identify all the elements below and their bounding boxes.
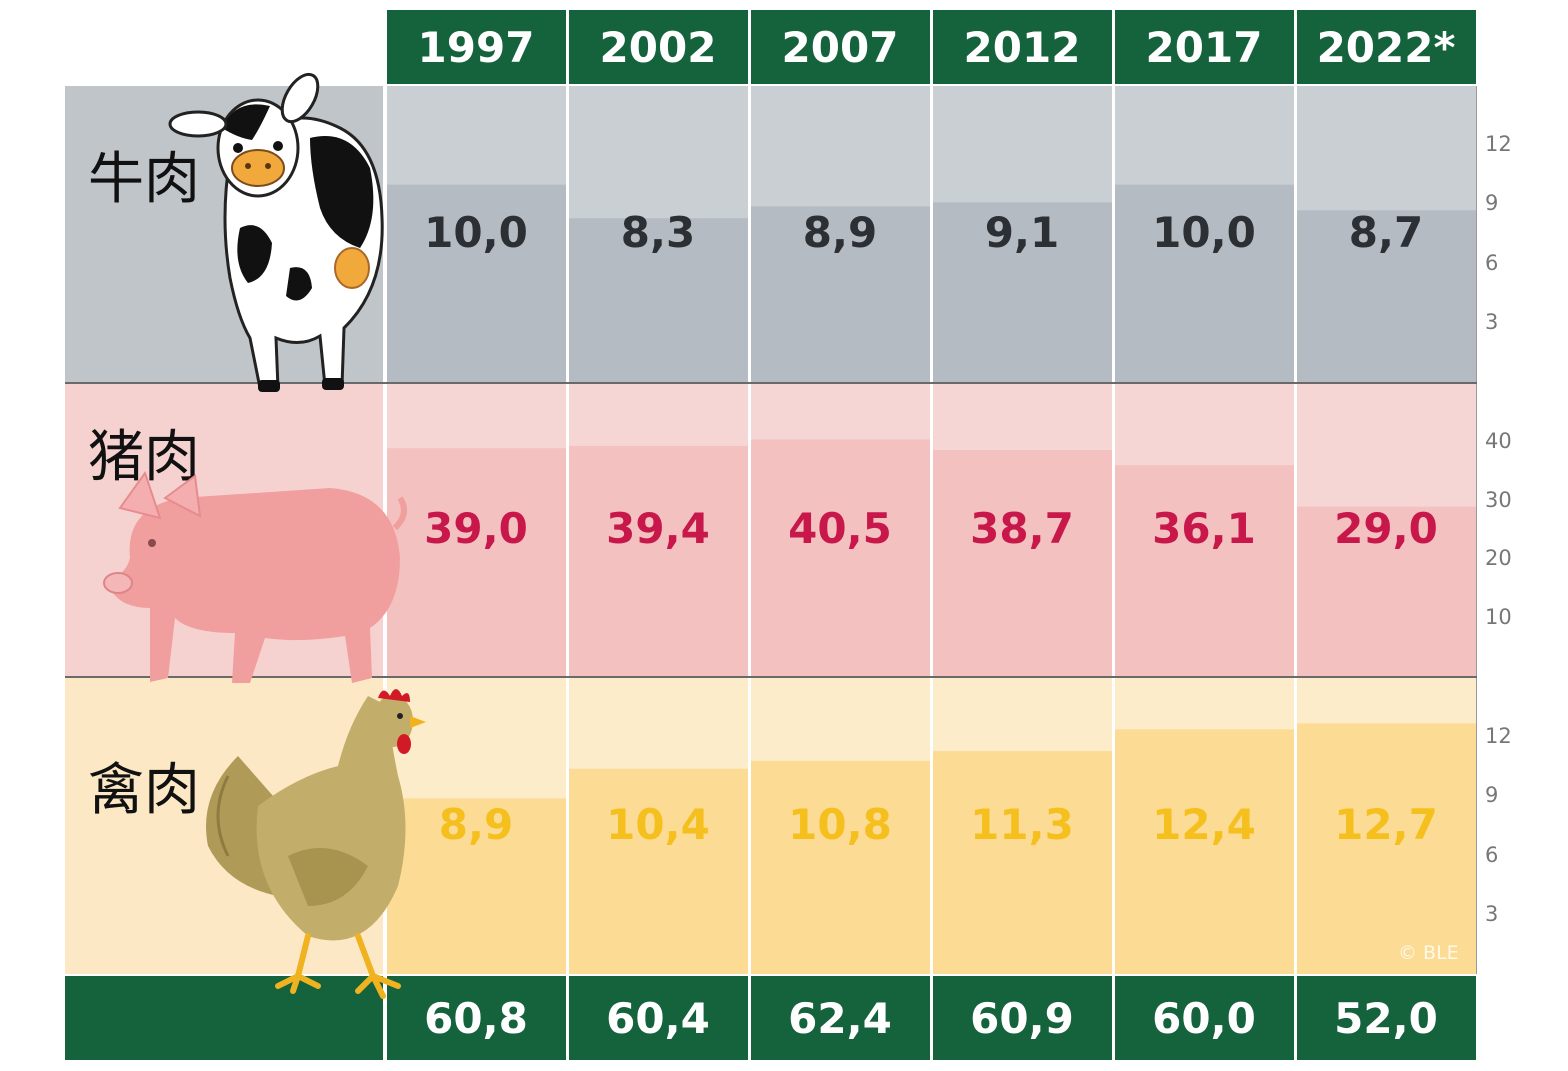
column-header: 2007 (750, 10, 930, 84)
tick-label: 9 (1485, 783, 1499, 808)
bar (1114, 465, 1294, 676)
data-label: 29,0 (1334, 504, 1438, 553)
data-label: 12,4 (1152, 800, 1256, 849)
data-label: 38,7 (970, 504, 1074, 553)
bar (750, 206, 930, 382)
column-divider (566, 10, 569, 1060)
tick-label: 3 (1485, 309, 1499, 334)
credit-text: © BLE (1398, 942, 1459, 964)
cow-icon (168, 72, 384, 392)
bar (386, 448, 566, 676)
bar (1296, 210, 1476, 382)
tick-label: 3 (1485, 901, 1499, 926)
bar (386, 798, 566, 974)
bar (750, 439, 930, 676)
bar (1114, 184, 1294, 382)
total-cell: 60,9 (932, 976, 1112, 1060)
data-label: 36,1 (1152, 504, 1256, 553)
column-header: 2017 (1114, 10, 1294, 84)
bar (932, 751, 1112, 974)
data-label: 40,5 (788, 504, 892, 553)
tick-label: 9 (1485, 191, 1499, 216)
data-label: 8,3 (620, 208, 696, 257)
row-label-poultry: 禽肉 (88, 758, 200, 823)
tick-label: 10 (1485, 604, 1512, 629)
data-label: 39,4 (606, 504, 710, 553)
bar (750, 760, 930, 974)
data-label: 39,0 (424, 504, 528, 553)
column-divider (1294, 10, 1297, 1060)
bar (1296, 506, 1476, 676)
tick-label: 12 (1485, 132, 1512, 157)
data-label: 8,9 (802, 208, 878, 257)
data-label: 8,7 (1348, 208, 1424, 257)
column-header: 2022* (1296, 10, 1476, 84)
data-label: 10,4 (606, 800, 710, 849)
tick-label: 30 (1485, 487, 1512, 512)
chicken-icon (206, 689, 426, 999)
tick-label: 20 (1485, 546, 1512, 571)
total-cell: 62,4 (750, 976, 930, 1060)
column-divider (930, 10, 933, 1060)
data-label: 8,9 (438, 800, 514, 849)
tick-label: 6 (1485, 842, 1499, 867)
total-cell: 60,8 (386, 976, 566, 1060)
data-label: 10,0 (424, 208, 528, 257)
bar (568, 445, 748, 676)
bar (932, 449, 1112, 676)
totals-label-cell (65, 976, 383, 1060)
total-cell: 60,4 (568, 976, 748, 1060)
column-divider (748, 10, 751, 1060)
tick-label: 12 (1485, 724, 1512, 749)
data-label: 12,7 (1334, 800, 1438, 849)
row-divider (65, 382, 1477, 384)
bar (1296, 723, 1476, 974)
row-label-beef: 牛肉 (88, 147, 200, 212)
y-axis-line (1476, 384, 1477, 676)
total-cell: 52,0 (1296, 976, 1476, 1060)
data-label: 9,1 (984, 208, 1060, 257)
column-header: 1997 (386, 10, 566, 84)
tick-label: 40 (1485, 429, 1512, 454)
bar (932, 202, 1112, 382)
y-axis-line (1476, 678, 1477, 974)
column-divider (1112, 10, 1115, 1060)
column-header: 2012 (932, 10, 1112, 84)
bar (568, 768, 748, 974)
bar (1114, 729, 1294, 974)
bar (386, 184, 566, 382)
bar (568, 218, 748, 382)
data-label: 10,8 (788, 800, 892, 849)
pig-icon (103, 470, 407, 683)
total-cell: 60,0 (1114, 976, 1294, 1060)
column-header: 2002 (568, 10, 748, 84)
y-axis-line (1476, 86, 1477, 382)
data-label: 10,0 (1152, 208, 1256, 257)
tick-label: 6 (1485, 250, 1499, 275)
data-label: 11,3 (970, 800, 1074, 849)
row-divider (65, 676, 1477, 678)
